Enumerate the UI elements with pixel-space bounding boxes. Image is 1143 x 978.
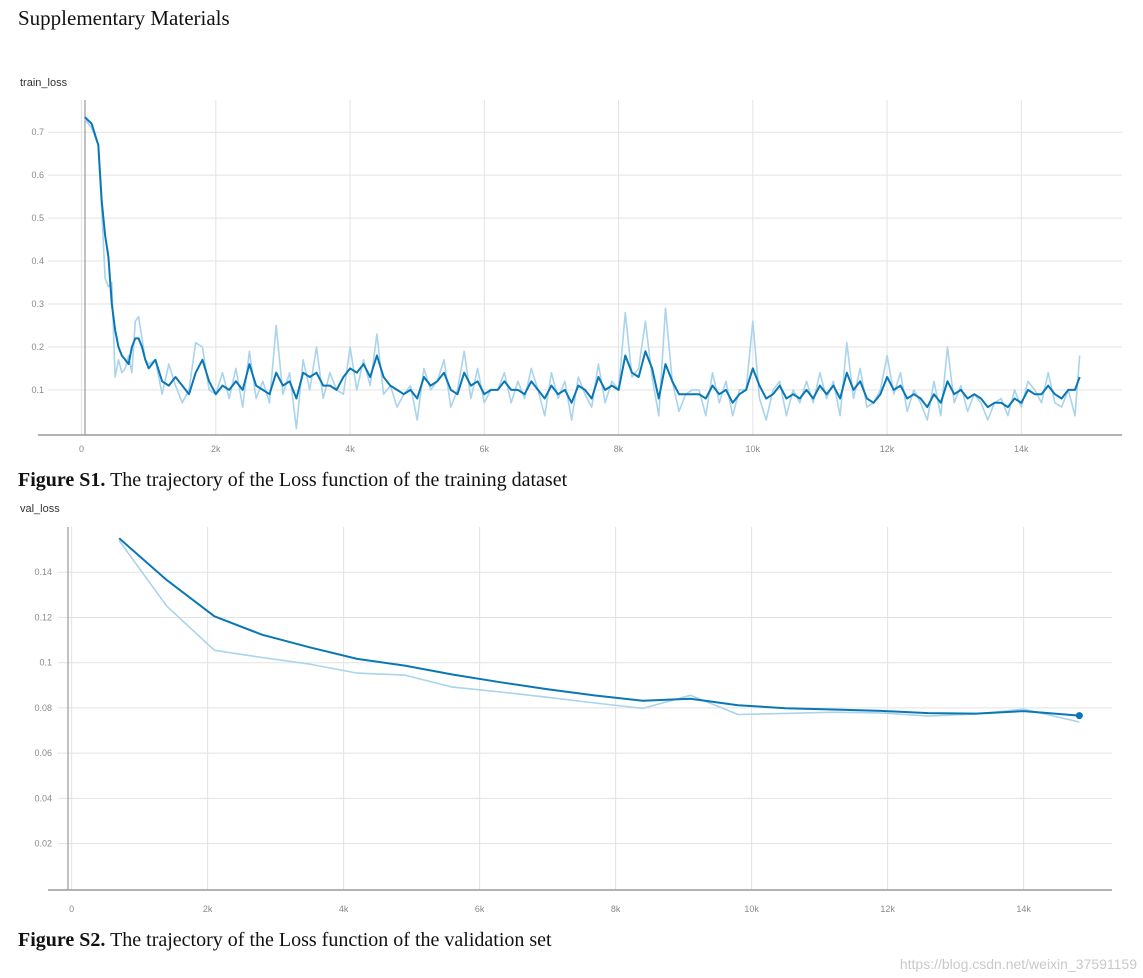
val-loss-title: val_loss <box>20 503 60 515</box>
x-tick-label: 14k <box>1016 904 1031 914</box>
y-tick-label: 0.12 <box>34 612 52 622</box>
smoothed-loss-line <box>84 116 1081 409</box>
raw-loss-line <box>84 118 1081 430</box>
x-tick-label: 6k <box>475 904 485 914</box>
smoothed-loss-line <box>118 537 1080 717</box>
x-tick-label: 6k <box>480 444 490 454</box>
figure-s1-label: Figure S1. <box>18 469 106 491</box>
x-tick-label: 8k <box>614 444 624 454</box>
y-tick-label: 0.14 <box>34 567 52 577</box>
train-loss-chart: 0.1 0.2 0.3 0.4 0.5 0.6 0.7 0 2k 4k 6k 8k 10k 12k 14k <box>31 100 1122 454</box>
val-loss-chart: 0.02 0.04 0.06 0.08 0.1 0.12 0.14 0 2k 4k 6k 8k 10k 1… <box>34 527 1112 914</box>
x-tick-label: 10k <box>744 904 759 914</box>
x-tick-label: 12k <box>880 444 895 454</box>
figure-s2-label: Figure S2. <box>18 929 106 951</box>
page-heading: Supplementary Materials <box>18 6 230 30</box>
x-tick-label: 12k <box>880 904 895 914</box>
y-tick-label: 0.04 <box>34 793 52 803</box>
series-endpoint-marker <box>1075 712 1083 720</box>
x-tick-label: 0 <box>79 444 84 454</box>
x-tick-label: 2k <box>211 444 221 454</box>
watermark-url: https://blog.csdn.net/weixin_37591159 <box>899 956 1137 972</box>
x-tick-label: 14k <box>1014 444 1029 454</box>
x-tick-label: 4k <box>339 904 349 914</box>
y-tick-label: 0.06 <box>34 748 52 758</box>
x-tick-label: 4k <box>345 444 355 454</box>
y-tick-label: 0.7 <box>31 127 44 137</box>
train-loss-title: train_loss <box>20 77 68 89</box>
y-tick-label: 0.5 <box>31 213 44 223</box>
y-tick-label: 0.3 <box>31 299 44 309</box>
x-tick-label: 8k <box>611 904 621 914</box>
y-tick-label: 0.6 <box>31 170 44 180</box>
x-tick-label: 2k <box>203 904 213 914</box>
y-tick-label: 0.08 <box>34 703 52 713</box>
y-tick-label: 0.02 <box>34 839 52 849</box>
y-tick-label: 0.1 <box>39 658 52 668</box>
figure-s2-caption: Figure S2. The trajectory of the Loss fu… <box>18 929 552 952</box>
x-tick-label: 10k <box>746 444 761 454</box>
figure-s1-text: The trajectory of the Loss function of t… <box>110 469 568 491</box>
y-tick-label: 0.4 <box>31 256 44 266</box>
figure-s1-caption: Figure S1. The trajectory of the Loss fu… <box>18 469 567 492</box>
y-tick-label: 0.1 <box>31 385 44 395</box>
figure-s2-text: The trajectory of the Loss function of t… <box>110 929 552 951</box>
y-tick-label: 0.2 <box>31 342 44 352</box>
x-tick-label: 0 <box>69 904 74 914</box>
raw-loss-line <box>118 540 1080 723</box>
